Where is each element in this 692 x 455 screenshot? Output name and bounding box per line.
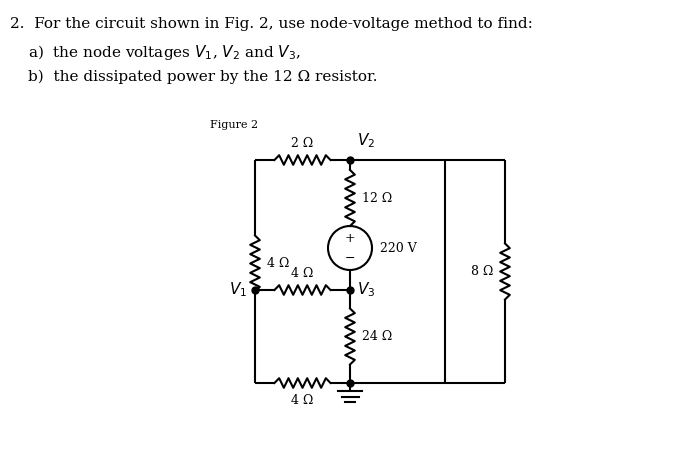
Text: 220 V: 220 V	[380, 242, 417, 254]
Text: 4 Ω: 4 Ω	[291, 394, 313, 407]
Text: 4 Ω: 4 Ω	[291, 267, 313, 280]
Text: $V_1$: $V_1$	[229, 281, 247, 299]
Text: 2 Ω: 2 Ω	[291, 137, 313, 150]
Text: 2.  For the circuit shown in Fig. 2, use node-voltage method to find:: 2. For the circuit shown in Fig. 2, use …	[10, 17, 533, 31]
Text: 12 Ω: 12 Ω	[362, 192, 392, 204]
Text: 4 Ω: 4 Ω	[267, 257, 289, 270]
Text: 8 Ω: 8 Ω	[471, 265, 493, 278]
Text: $V_3$: $V_3$	[357, 281, 375, 299]
Text: −: −	[345, 252, 355, 264]
Text: a)  the node voltages $V_1$, $V_2$ and $V_3$,: a) the node voltages $V_1$, $V_2$ and $V…	[28, 43, 301, 62]
Text: Figure 2: Figure 2	[210, 120, 258, 130]
Text: +: +	[345, 232, 355, 244]
Text: $V_2$: $V_2$	[357, 131, 375, 150]
Text: 24 Ω: 24 Ω	[362, 330, 392, 343]
Text: b)  the dissipated power by the 12 Ω resistor.: b) the dissipated power by the 12 Ω resi…	[28, 70, 378, 84]
